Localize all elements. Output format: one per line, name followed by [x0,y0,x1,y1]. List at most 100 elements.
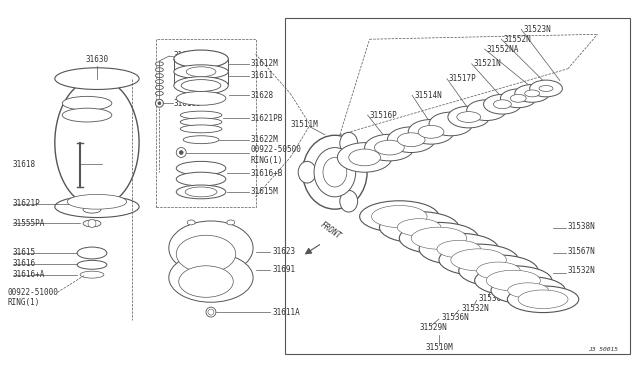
Ellipse shape [187,220,195,225]
Ellipse shape [429,112,473,136]
Ellipse shape [83,196,101,203]
Ellipse shape [510,94,526,102]
Ellipse shape [475,266,552,295]
Ellipse shape [180,118,222,126]
Ellipse shape [419,233,499,265]
Text: 31625M: 31625M [173,51,201,61]
Circle shape [179,151,183,154]
Text: 31517P: 31517P [449,74,477,83]
Bar [285,17,630,355]
Text: 31616+A: 31616+A [13,270,45,279]
Bar [156,39,255,207]
Ellipse shape [156,68,163,72]
Ellipse shape [156,86,163,89]
Text: RING(1): RING(1) [8,298,40,307]
Ellipse shape [174,65,228,78]
Ellipse shape [397,133,425,147]
Circle shape [158,102,161,105]
Ellipse shape [227,220,235,225]
Ellipse shape [303,135,367,209]
Ellipse shape [349,149,380,166]
Text: 31521N: 31521N [474,60,501,68]
Ellipse shape [515,84,550,102]
Ellipse shape [493,100,511,109]
Ellipse shape [484,94,521,114]
Ellipse shape [55,68,139,89]
Ellipse shape [508,286,579,312]
Ellipse shape [179,266,233,297]
Text: 31618B: 31618B [173,99,201,108]
Ellipse shape [174,50,228,68]
Ellipse shape [525,90,540,97]
Ellipse shape [365,134,414,161]
Ellipse shape [156,62,163,66]
Text: 31511M: 31511M [291,121,318,129]
Ellipse shape [176,161,226,175]
Text: 31615: 31615 [13,248,36,257]
Text: 31611A: 31611A [273,308,300,317]
Ellipse shape [55,78,139,207]
Circle shape [156,99,163,107]
Ellipse shape [467,100,506,121]
Ellipse shape [83,201,101,208]
Ellipse shape [80,271,104,278]
Ellipse shape [62,108,112,122]
Text: 31536N: 31536N [442,314,470,323]
Ellipse shape [77,260,107,269]
Text: 31552N: 31552N [504,35,531,44]
Text: 31616: 31616 [13,259,36,268]
Text: 00922-50500: 00922-50500 [251,145,301,154]
Text: 31523N: 31523N [524,25,551,34]
Ellipse shape [176,235,236,273]
Text: 31532N: 31532N [568,266,596,275]
Ellipse shape [539,86,553,92]
Ellipse shape [360,201,439,232]
Ellipse shape [77,247,107,259]
Ellipse shape [397,219,441,236]
Circle shape [176,148,186,157]
Text: 31630: 31630 [85,55,109,64]
Ellipse shape [156,92,163,95]
Text: 31567N: 31567N [568,247,596,256]
Circle shape [88,219,96,227]
Text: FRONT: FRONT [318,221,342,241]
Ellipse shape [408,119,454,144]
Text: 31618: 31618 [13,160,36,169]
Ellipse shape [437,240,481,258]
Ellipse shape [183,136,219,144]
Ellipse shape [380,212,459,243]
Ellipse shape [451,249,506,271]
Ellipse shape [180,111,222,119]
Text: 31510M: 31510M [425,343,453,352]
Ellipse shape [314,148,356,197]
Text: 31616+B: 31616+B [251,169,283,178]
Text: J3 50015: J3 50015 [588,347,618,352]
Ellipse shape [500,89,536,108]
Ellipse shape [174,77,228,94]
Text: 31611: 31611 [251,71,274,80]
Ellipse shape [477,262,520,279]
Ellipse shape [186,67,216,77]
Ellipse shape [340,190,358,212]
Ellipse shape [439,244,518,276]
Text: 31529N: 31529N [419,323,447,332]
Ellipse shape [185,187,217,197]
Ellipse shape [180,125,222,133]
Text: 31536N: 31536N [479,294,506,303]
Ellipse shape [530,80,563,97]
Text: 31615M: 31615M [251,187,278,196]
Text: 31532N: 31532N [461,304,490,312]
Text: RING(1): RING(1) [251,156,283,165]
Ellipse shape [448,106,490,128]
Ellipse shape [83,206,101,213]
Ellipse shape [457,112,481,122]
Text: 31621PB: 31621PB [251,113,283,122]
Text: 31621P: 31621P [13,199,40,208]
Ellipse shape [176,185,226,199]
Text: 31514N: 31514N [414,91,442,100]
Ellipse shape [67,195,127,209]
Ellipse shape [459,255,538,286]
Ellipse shape [340,132,358,154]
Ellipse shape [156,80,163,84]
Ellipse shape [412,227,467,249]
